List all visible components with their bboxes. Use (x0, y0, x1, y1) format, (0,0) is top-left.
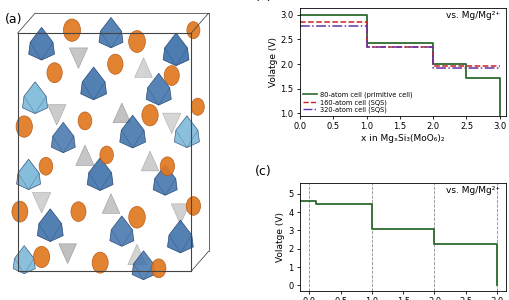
Circle shape (16, 116, 33, 137)
Polygon shape (33, 193, 51, 213)
Polygon shape (146, 73, 171, 105)
Polygon shape (171, 204, 190, 224)
160-atom cell (SQS) (297, 20, 303, 24)
Circle shape (129, 206, 145, 228)
Polygon shape (81, 67, 106, 100)
Polygon shape (113, 103, 131, 123)
Polygon shape (47, 105, 66, 125)
Circle shape (186, 196, 201, 215)
Circle shape (107, 54, 123, 74)
Line: 160-atom cell (SQS): 160-atom cell (SQS) (300, 22, 500, 66)
X-axis label: x in MgₓSi₃(MoO₆)₂: x in MgₓSi₃(MoO₆)₂ (361, 134, 445, 143)
320-atom cell (SQS) (297, 24, 303, 28)
Polygon shape (120, 115, 146, 148)
80-atom cell (primitive cell) (430, 62, 436, 66)
Polygon shape (22, 82, 48, 114)
Polygon shape (51, 122, 75, 153)
Circle shape (191, 98, 204, 115)
Y-axis label: Volatge (V): Volatge (V) (276, 212, 286, 262)
Polygon shape (69, 48, 88, 68)
320-atom cell (SQS) (430, 45, 436, 49)
80-atom cell (primitive cell) (497, 76, 503, 80)
Line: 320-atom cell (SQS): 320-atom cell (SQS) (300, 26, 500, 68)
160-atom cell (SQS) (497, 64, 503, 68)
Polygon shape (135, 58, 152, 77)
Polygon shape (162, 113, 181, 134)
Polygon shape (13, 246, 35, 274)
320-atom cell (SQS) (363, 24, 370, 28)
Polygon shape (110, 216, 134, 246)
Circle shape (47, 63, 62, 83)
Circle shape (12, 201, 28, 222)
Y-axis label: Volatge (V): Volatge (V) (269, 37, 277, 87)
80-atom cell (primitive cell) (463, 76, 469, 80)
Polygon shape (37, 209, 63, 242)
Polygon shape (102, 194, 120, 213)
Circle shape (39, 158, 53, 175)
Text: vs. Mg/Mg²⁺: vs. Mg/Mg²⁺ (446, 11, 500, 20)
Polygon shape (132, 251, 155, 280)
Text: (b): (b) (254, 0, 272, 3)
Polygon shape (175, 116, 200, 148)
80-atom cell (primitive cell) (430, 41, 436, 45)
320-atom cell (SQS) (430, 66, 436, 69)
Circle shape (164, 66, 179, 86)
Polygon shape (59, 244, 76, 264)
Polygon shape (17, 159, 41, 190)
Polygon shape (167, 220, 193, 253)
Circle shape (142, 105, 158, 126)
160-atom cell (SQS) (363, 45, 370, 49)
80-atom cell (primitive cell) (463, 62, 469, 66)
Legend: 80-atom cell (primitive cell), 160-atom cell (SQS), 320-atom cell (SQS): 80-atom cell (primitive cell), 160-atom … (302, 91, 413, 114)
Circle shape (129, 31, 146, 52)
80-atom cell (primitive cell) (297, 13, 303, 17)
320-atom cell (SQS) (497, 66, 503, 69)
Circle shape (71, 202, 86, 221)
Circle shape (78, 112, 92, 130)
Polygon shape (87, 158, 113, 190)
Polygon shape (29, 27, 54, 60)
Polygon shape (128, 244, 146, 265)
80-atom cell (primitive cell) (497, 113, 503, 116)
Polygon shape (153, 165, 177, 195)
160-atom cell (SQS) (430, 64, 436, 68)
Line: 80-atom cell (primitive cell): 80-atom cell (primitive cell) (300, 15, 500, 115)
Polygon shape (141, 151, 159, 171)
160-atom cell (SQS) (363, 20, 370, 24)
Circle shape (100, 146, 114, 164)
Text: (a): (a) (5, 13, 22, 26)
Polygon shape (99, 17, 123, 48)
160-atom cell (SQS) (430, 45, 436, 49)
Text: (c): (c) (254, 166, 271, 178)
Text: vs. Mg/Mg²⁺: vs. Mg/Mg²⁺ (446, 186, 500, 195)
Circle shape (92, 252, 108, 273)
Polygon shape (163, 33, 189, 66)
Circle shape (34, 246, 50, 268)
80-atom cell (primitive cell) (363, 13, 370, 17)
Polygon shape (76, 145, 94, 166)
Circle shape (64, 19, 80, 41)
Circle shape (160, 157, 175, 176)
80-atom cell (primitive cell) (363, 41, 370, 45)
Circle shape (152, 259, 166, 278)
Circle shape (187, 22, 200, 39)
320-atom cell (SQS) (363, 45, 370, 49)
